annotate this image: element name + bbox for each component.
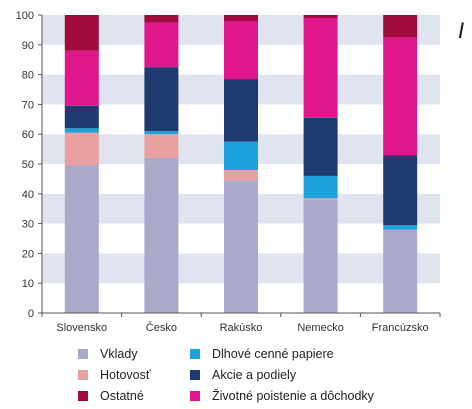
y-tick-label: 70 <box>22 99 34 111</box>
y-tick-label: 30 <box>22 219 34 231</box>
bar-segment <box>224 141 258 170</box>
legend-label: Ostatné <box>100 389 144 403</box>
legend-swatch <box>78 349 88 359</box>
bar-segment <box>383 15 418 38</box>
x-category-label: Nemecko <box>297 322 343 334</box>
y-tick-label: 20 <box>22 248 34 260</box>
bar-segment <box>303 199 338 313</box>
legend-swatch <box>190 370 200 380</box>
legend-swatch <box>78 370 88 380</box>
y-tick-label: 50 <box>22 159 34 171</box>
y-tick-label: 80 <box>22 70 34 82</box>
legend-label: Dlhové cenné papiere <box>212 347 334 361</box>
legend-label: Hotovosť <box>100 368 151 382</box>
bar-segment <box>224 20 258 80</box>
bar-segment <box>144 134 179 159</box>
bar-segment <box>303 198 338 200</box>
bar-segment <box>64 132 99 166</box>
bar-segment <box>64 50 99 106</box>
y-tick-label: 0 <box>28 308 34 320</box>
bar-segment <box>64 128 99 133</box>
bar-segment <box>383 229 418 313</box>
bar-segment <box>224 15 258 21</box>
y-tick-label: 40 <box>22 189 34 201</box>
y-tick-label: 60 <box>22 129 34 141</box>
x-category-label: Slovensko <box>56 322 107 334</box>
legend-label: Akcie a podiely <box>212 368 297 382</box>
legend: Vklady Dlhové cenné papiere Hotovosť Akcie … <box>78 345 438 405</box>
bar-segment <box>303 15 338 18</box>
bar-segment <box>224 180 258 313</box>
legend-label: Vklady <box>100 347 138 361</box>
bar-segment <box>64 15 99 51</box>
bar-segment <box>64 165 99 313</box>
bar-segment <box>303 117 338 176</box>
bar-segment <box>303 175 338 199</box>
bar-segment <box>224 79 258 142</box>
x-category-label: Česko <box>146 321 177 334</box>
bar-segment <box>144 67 179 132</box>
bar-segment <box>144 158 179 313</box>
bar-segment <box>64 105 99 129</box>
x-category-label: Rakúsko <box>220 322 263 334</box>
bar-segment <box>224 169 258 181</box>
legend-label: Životné poistenie a dôchodky <box>212 389 374 403</box>
y-tick-label: 90 <box>22 40 34 52</box>
legend-item: Životné poistenie a dôchodky <box>190 387 430 405</box>
bar-segment <box>383 37 418 156</box>
bars <box>64 15 418 313</box>
legend-swatch <box>190 349 200 359</box>
legend-item: Akcie a podiely <box>190 366 430 384</box>
legend-item: Ostatné <box>78 387 190 405</box>
bar-segment <box>383 155 418 226</box>
legend-swatch <box>190 391 200 401</box>
legend-item: Dlhové cenné papiere <box>190 345 430 363</box>
bar-segment <box>383 225 418 230</box>
y-tick-label: 10 <box>22 278 34 290</box>
x-category-label: Francúzsko <box>372 322 429 334</box>
legend-item: Hotovosť <box>78 366 190 384</box>
bar-segment <box>303 17 338 118</box>
bar-segment <box>144 15 179 23</box>
legend-swatch <box>78 391 88 401</box>
bar-segment <box>144 22 179 68</box>
y-tick-label: 100 <box>16 10 34 22</box>
bar-segment <box>144 131 179 135</box>
legend-item: Vklady <box>78 345 190 363</box>
cropped-edge-text: I <box>458 18 464 43</box>
axes: 0 10 20 30 40 50 60 70 80 90 100 Slovensko Česko Rakú… <box>16 10 441 334</box>
